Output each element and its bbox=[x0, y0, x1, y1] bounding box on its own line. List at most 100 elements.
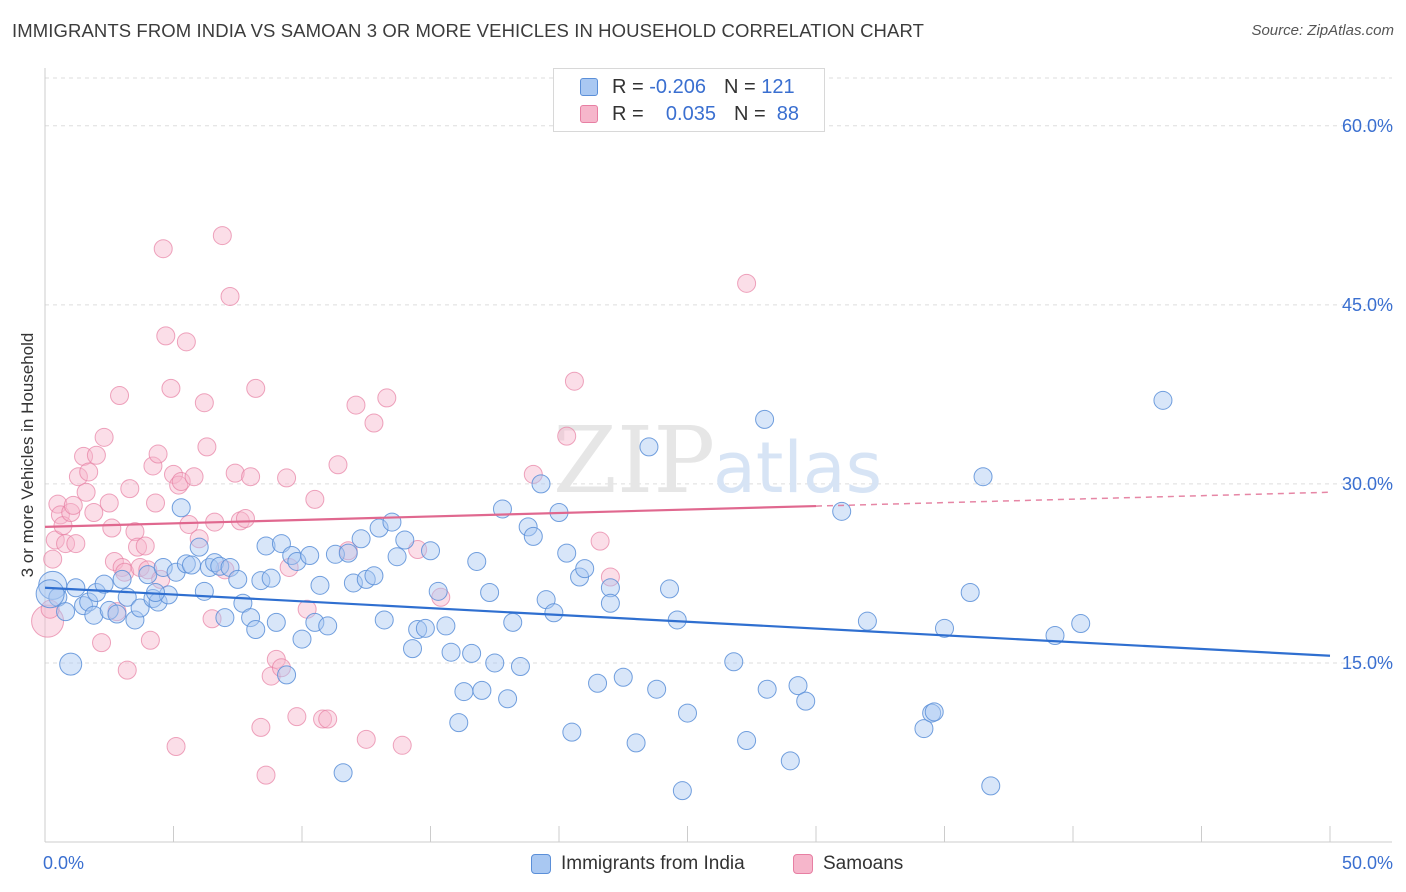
samoan-point bbox=[256, 765, 276, 785]
watermark-atlas: atlas bbox=[713, 427, 882, 509]
samoan-r-value: 0.035 bbox=[665, 102, 716, 125]
tick-labels: 15.0% 30.0% 45.0% 60.0% 0.0% 50.0% bbox=[43, 116, 1393, 873]
india-point bbox=[210, 556, 230, 576]
india-point bbox=[600, 578, 620, 598]
india-point bbox=[672, 781, 692, 801]
india-point bbox=[523, 526, 543, 546]
india-point bbox=[678, 703, 697, 723]
india-point bbox=[300, 546, 320, 565]
samoan-point bbox=[146, 493, 166, 513]
india-point bbox=[205, 553, 225, 573]
samoan-point bbox=[287, 707, 307, 727]
india-point bbox=[35, 579, 65, 609]
samoan-point bbox=[94, 427, 114, 447]
samoan-point bbox=[364, 413, 384, 433]
samoan-point bbox=[523, 464, 543, 484]
samoan-point bbox=[184, 467, 204, 487]
samoan-point bbox=[241, 467, 261, 487]
samoan-point bbox=[246, 378, 266, 398]
samoan-swatch-icon bbox=[793, 854, 813, 874]
samoan-point bbox=[305, 489, 325, 509]
samoan-point bbox=[600, 567, 620, 587]
samoan-point bbox=[92, 633, 112, 653]
india-point bbox=[724, 652, 744, 672]
samoan-point bbox=[277, 468, 297, 488]
y-axis-label: 3 or more Vehicles in Household bbox=[18, 333, 37, 578]
india-point bbox=[287, 551, 307, 571]
india-point bbox=[660, 579, 680, 599]
legend-row-india: R = -0.206 N = 121 bbox=[580, 75, 795, 99]
india-point bbox=[1071, 614, 1091, 634]
india-point bbox=[256, 536, 276, 556]
india-point bbox=[960, 583, 980, 603]
india-point bbox=[189, 537, 209, 557]
india-point bbox=[562, 722, 582, 742]
chart-title: IMMIGRANTS FROM INDIA VS SAMOAN 3 OR MOR… bbox=[12, 20, 924, 41]
india-point bbox=[737, 731, 757, 751]
india-point bbox=[467, 551, 487, 571]
samoan-point bbox=[102, 518, 122, 538]
india-point bbox=[338, 543, 358, 563]
samoan-point bbox=[135, 536, 155, 556]
india-point bbox=[647, 679, 667, 699]
india-point bbox=[74, 596, 94, 616]
india-point bbox=[125, 610, 145, 630]
samoan-point bbox=[590, 531, 610, 551]
india-point bbox=[107, 604, 127, 624]
samoan-point bbox=[251, 717, 271, 737]
legend-r-label: R = bbox=[612, 102, 644, 125]
grid-lines bbox=[45, 77, 1392, 664]
india-point bbox=[343, 573, 363, 593]
india-trend-line bbox=[44, 586, 1331, 657]
india-point bbox=[600, 593, 620, 613]
samoan-point bbox=[110, 386, 130, 406]
india-point bbox=[981, 776, 1001, 796]
samoan-point bbox=[197, 437, 217, 457]
india-point bbox=[613, 667, 633, 687]
samoan-point bbox=[120, 479, 140, 499]
legend-n-label: N = bbox=[733, 102, 766, 125]
india-point bbox=[56, 602, 76, 622]
samoan-swatch-icon bbox=[580, 105, 598, 123]
india-point bbox=[557, 543, 577, 563]
samoan-point bbox=[99, 493, 119, 513]
samoan-point bbox=[328, 455, 348, 475]
bottom-legend-samoan: Samoans bbox=[793, 851, 903, 877]
india-point bbox=[86, 583, 106, 603]
india-point bbox=[485, 653, 505, 673]
samoan-point bbox=[220, 286, 240, 306]
india-point bbox=[387, 547, 407, 567]
y-tick-label: 15.0% bbox=[1342, 653, 1393, 673]
samoan-points bbox=[31, 226, 757, 785]
india-point bbox=[228, 569, 248, 589]
samoan-point bbox=[564, 371, 584, 391]
samoan-point bbox=[86, 445, 106, 465]
india-point bbox=[369, 518, 389, 538]
samoan-point bbox=[140, 630, 160, 650]
india-n-value: 121 bbox=[761, 75, 795, 98]
x-tick-label-end: 50.0% bbox=[1342, 853, 1393, 873]
india-point bbox=[261, 568, 281, 588]
samoan-point bbox=[153, 239, 173, 259]
india-point bbox=[194, 581, 214, 601]
india-point bbox=[1153, 390, 1173, 410]
india-swatch-icon bbox=[531, 854, 551, 874]
india-point bbox=[518, 517, 538, 537]
india-point bbox=[395, 530, 415, 550]
india-point bbox=[241, 608, 261, 628]
india-point bbox=[755, 409, 775, 429]
samoan-point bbox=[68, 467, 88, 487]
india-point bbox=[935, 618, 954, 638]
india-point bbox=[832, 501, 852, 521]
trend-lines bbox=[44, 491, 1331, 657]
india-point bbox=[215, 608, 235, 628]
india-point bbox=[84, 605, 104, 625]
india-point bbox=[310, 575, 330, 595]
watermark-zip: ZIP bbox=[553, 407, 715, 514]
samoan-point bbox=[346, 395, 366, 415]
samoan-point bbox=[194, 393, 214, 413]
india-r-value: -0.206 bbox=[649, 75, 706, 98]
bottom-legend-india: Immigrants from India bbox=[531, 851, 745, 877]
india-point bbox=[305, 612, 325, 632]
